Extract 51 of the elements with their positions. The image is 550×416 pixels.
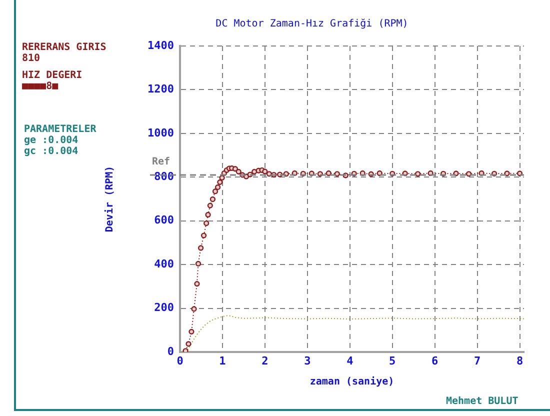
point (217, 179, 223, 185)
x-tick-label: 8 (516, 354, 524, 368)
x-tick-label: 0 (176, 354, 184, 368)
point (212, 188, 218, 194)
x-tick-label: 6 (432, 354, 438, 368)
y-tick-label: 400 (154, 257, 174, 270)
point (205, 212, 211, 218)
text: HIZ DEGERI (22, 70, 82, 81)
point (204, 220, 210, 226)
point (207, 202, 213, 208)
text: RERERANS GIRIS (22, 42, 106, 53)
point (194, 281, 200, 287)
chart-title: DC Motor Zaman-Hız Grafiği (RPM) (216, 18, 408, 30)
y-tick-label: 200 (154, 301, 174, 314)
text: PARAMETRELER (24, 124, 96, 135)
point (334, 171, 340, 177)
point (504, 170, 510, 176)
point (198, 245, 204, 251)
y-tick-label: 1400 (148, 38, 174, 52)
point (188, 328, 194, 334)
y-axis-title: Devir (RPM) (104, 166, 116, 232)
x-tick-label: 5 (389, 354, 396, 368)
point (326, 170, 332, 176)
text: Mehmet BULUT (446, 396, 518, 407)
point (191, 306, 197, 312)
x-tick-label: 7 (474, 354, 481, 368)
point (262, 168, 268, 174)
point (219, 175, 225, 181)
text: ■■■■8■ (22, 81, 58, 92)
point (232, 166, 238, 172)
y-tick-label: 600 (154, 214, 174, 227)
x-tick-label: 2 (262, 354, 268, 368)
x-tick-label: 1 (219, 354, 226, 368)
point (186, 341, 192, 347)
x-tick-label: 4 (346, 354, 354, 368)
y-tick-label: 1200 (148, 82, 174, 96)
point (415, 171, 421, 177)
text: ge :0.004 (24, 135, 78, 146)
point (215, 184, 221, 190)
text: 810 (22, 53, 40, 64)
point (210, 196, 216, 202)
x-axis-title: zaman (saniye) (310, 376, 394, 388)
ref-line-label: Ref (152, 156, 170, 168)
x-tick-label: 3 (304, 354, 311, 368)
point (195, 260, 202, 266)
point (466, 171, 472, 177)
y-tick-label: 1000 (148, 126, 174, 140)
y-tick-label: 0 (167, 344, 174, 358)
text: gc :0.004 (24, 146, 78, 157)
point (200, 232, 207, 238)
point (236, 168, 242, 174)
